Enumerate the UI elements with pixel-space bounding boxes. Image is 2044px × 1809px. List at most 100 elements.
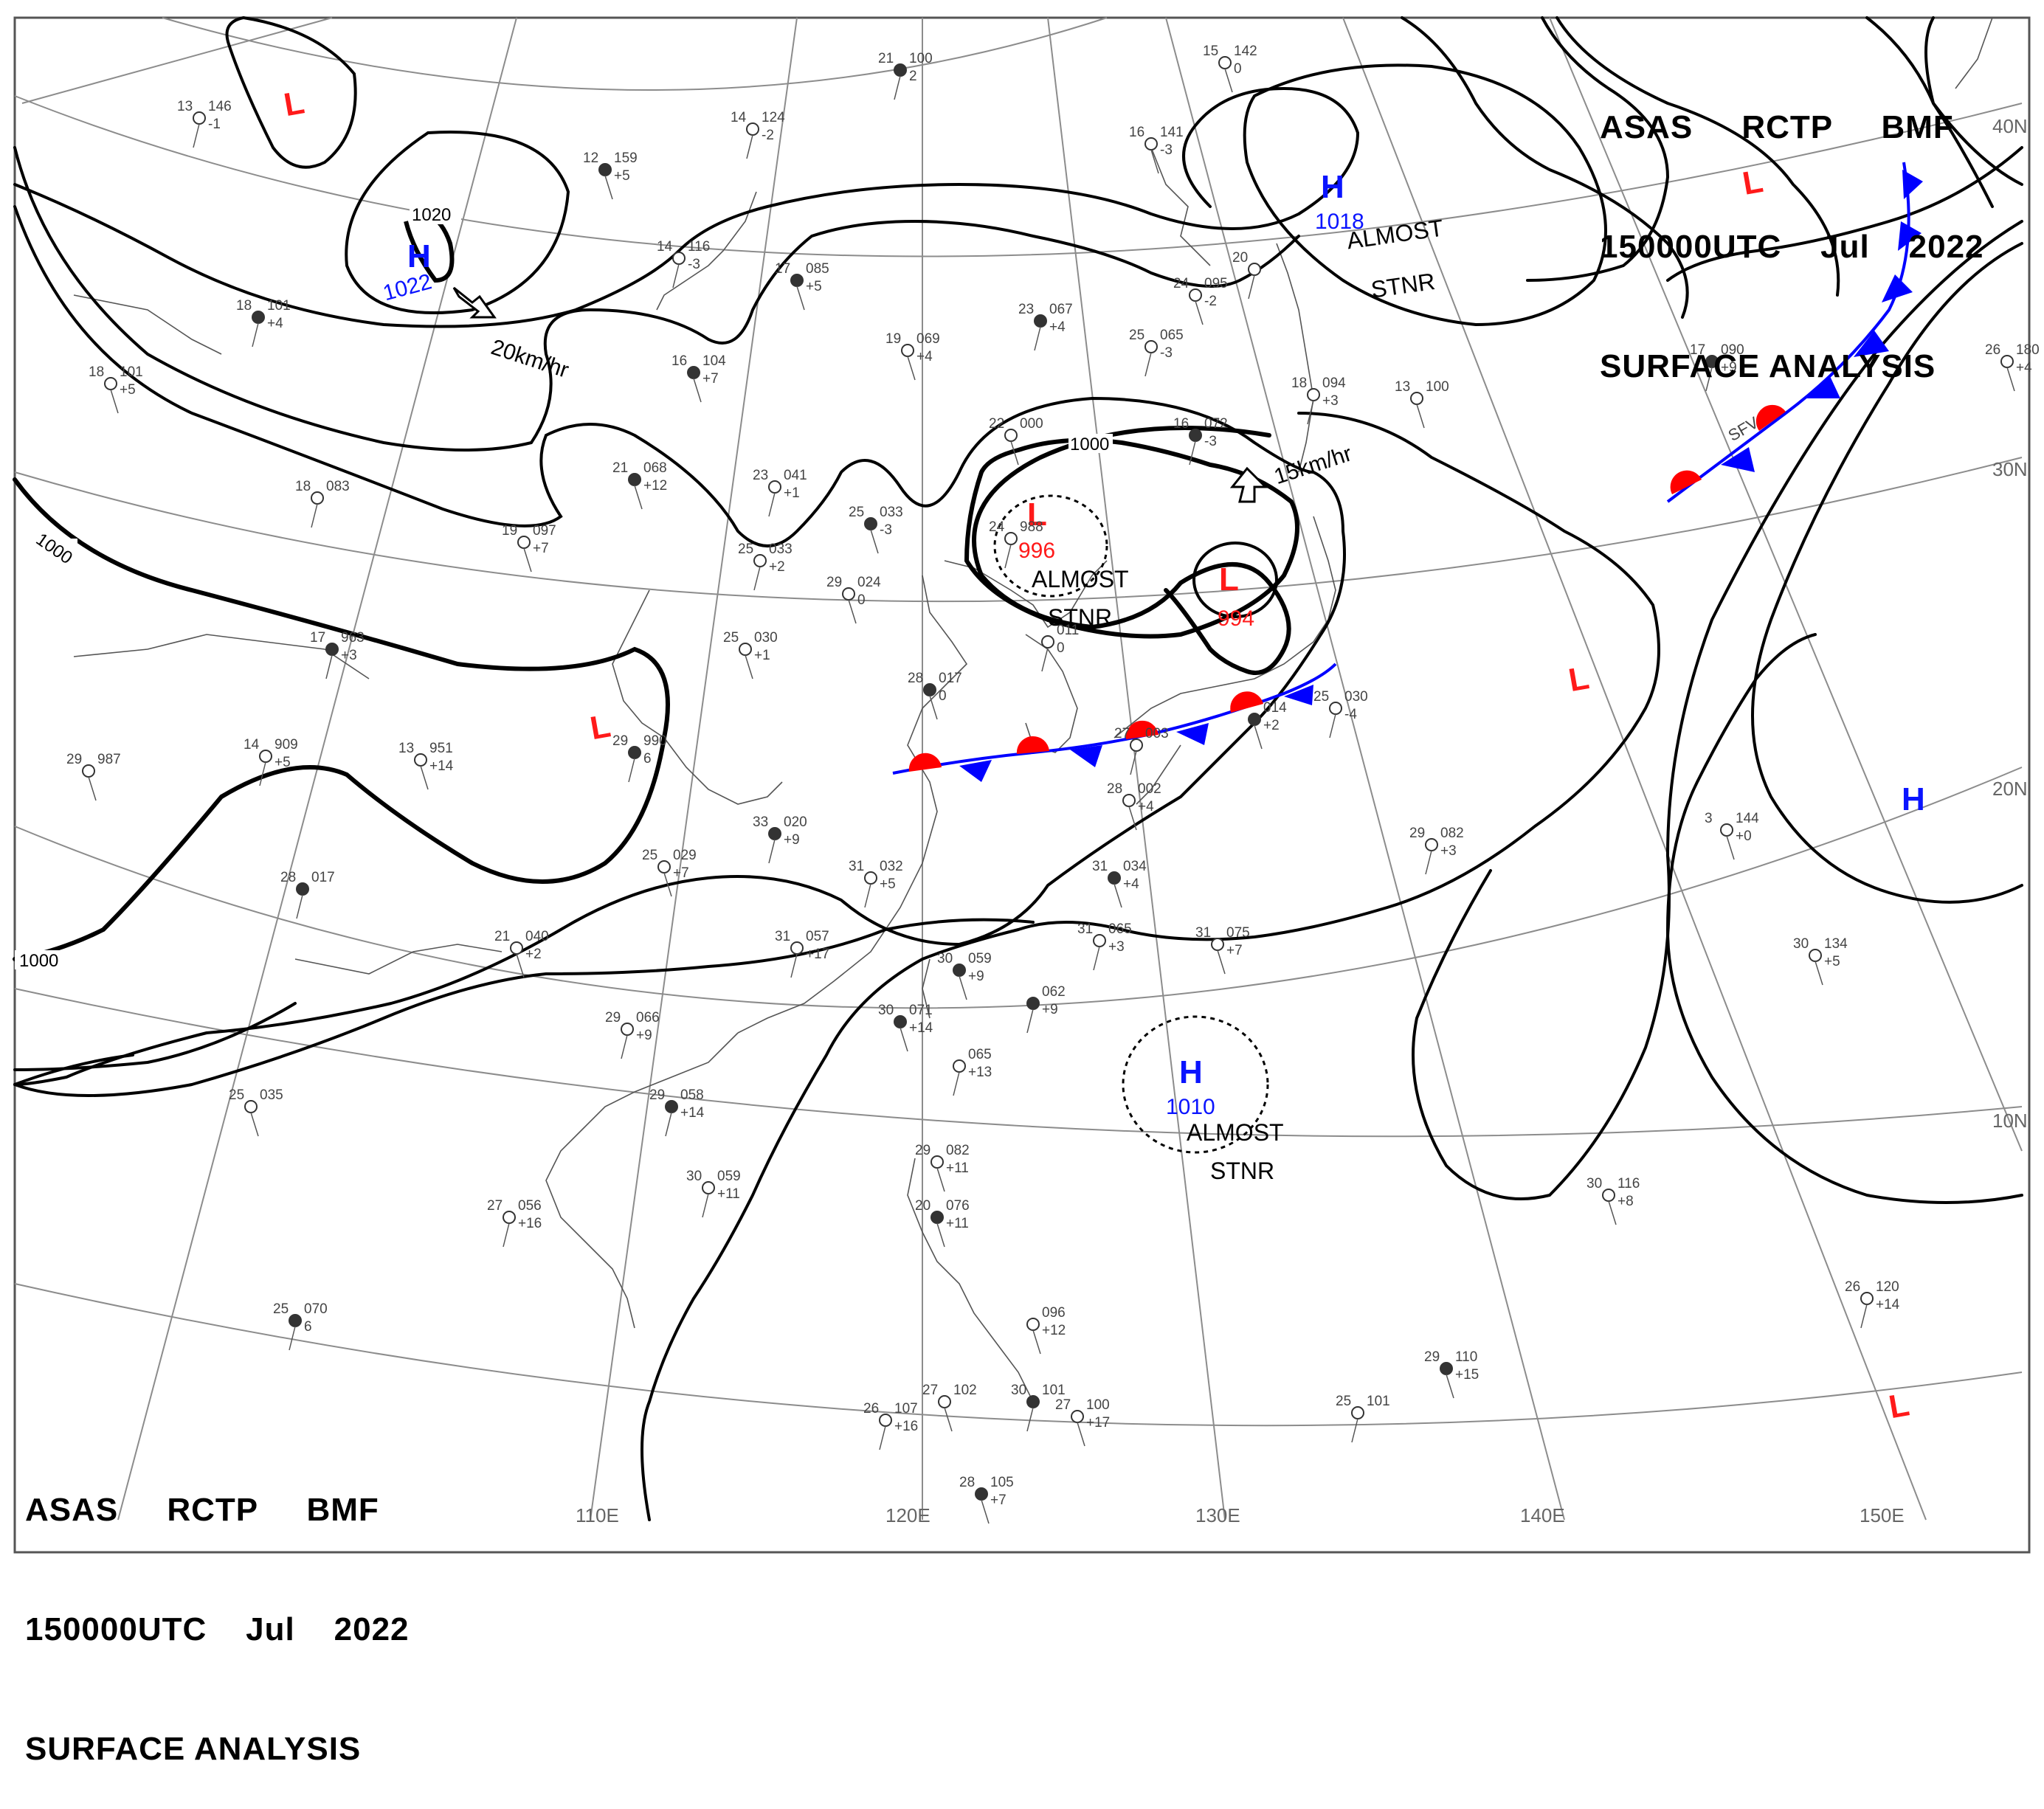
station-plot: 24 988: [989, 519, 1043, 569]
motion-arrow-west: [452, 286, 497, 319]
wind-barb: [870, 529, 879, 554]
wind-barb: [88, 776, 97, 801]
station-pressure: 105: [990, 1475, 1014, 1490]
station-temp: 33: [753, 814, 768, 830]
station-circle: [1602, 1189, 1615, 1202]
station-tendency: 6: [643, 751, 652, 767]
station-circle: [746, 122, 759, 136]
station-circle: [923, 683, 936, 696]
station-temp: 30: [937, 951, 953, 966]
high-1022-letter: H: [407, 238, 431, 274]
header-line-3: SURFACE ANALYSIS: [1600, 348, 1936, 384]
latitude-lines: [14, 17, 2023, 1427]
station-tendency: +9: [1721, 360, 1737, 376]
station-temp: 3: [1705, 811, 1713, 826]
station-tendency: +7: [673, 865, 689, 881]
station-circle: [790, 941, 804, 955]
wind-barb: [2006, 367, 2015, 392]
lon-label-120e: 120E: [885, 1504, 930, 1526]
wind-barb: [953, 1071, 960, 1096]
station-pressure: 002: [1138, 781, 1161, 797]
wind-barb: [693, 378, 702, 403]
wind-barb: [672, 263, 680, 288]
station-circle: [1144, 340, 1158, 353]
wind-barb: [1705, 367, 1713, 392]
station-circle: [1218, 56, 1232, 69]
coastlines: [73, 17, 1993, 1402]
header-line-2: 150000UTC Jul 2022: [1600, 229, 1984, 265]
station-tendency: +9: [968, 969, 984, 984]
station-plot: 28 002 +4: [1107, 781, 1161, 831]
station-plot: 18 083: [295, 479, 350, 528]
station-tendency: 2: [909, 69, 917, 84]
station-plot: 28 017 0: [908, 671, 962, 720]
low-994-value: 994: [1218, 606, 1254, 631]
lat-label-20n: 20N: [1992, 778, 2028, 800]
wind-barb: [1351, 1418, 1358, 1443]
station-tendency: 6: [304, 1319, 312, 1335]
station-pressure: 988: [1020, 519, 1043, 535]
wind-barb: [1254, 724, 1263, 750]
station-temp: 30: [878, 1003, 894, 1018]
station-tendency: +15: [1455, 1367, 1479, 1383]
isobar-label-1000-south: 1000: [19, 951, 58, 971]
station-pressure: 100: [1086, 1397, 1110, 1413]
station-plot: 22 000: [989, 416, 1043, 466]
wind-barb: [1248, 274, 1255, 300]
low-994-letter: L: [1219, 561, 1239, 598]
station-pressure: 059: [968, 951, 992, 966]
station-tendency: -3: [1160, 345, 1173, 361]
station-circle: [598, 163, 612, 176]
station-temp: 28: [1107, 781, 1122, 797]
station-temp: 16: [1173, 416, 1189, 432]
station-circle: [628, 746, 641, 759]
station-tendency: +9: [1042, 1002, 1058, 1017]
isobars: [13, 16, 2023, 1521]
lon-labels: 110E 120E 130E 140E 150E: [576, 1504, 1905, 1526]
station-plot: 014+2: [1248, 700, 1287, 750]
wind-barb: [1446, 1374, 1454, 1399]
station-circle: [768, 827, 781, 840]
low-994: L 994: [1218, 561, 1254, 631]
station-tendency: +5: [806, 279, 822, 294]
stationary-front: [892, 663, 1337, 782]
station-tendency: 0: [1234, 61, 1242, 77]
wind-barb: [790, 953, 798, 978]
station-circle: [975, 1487, 988, 1501]
high-1018-letter: H: [1321, 169, 1344, 205]
station-tendency: +3: [1108, 939, 1125, 955]
header-line-1: ASAS RCTP BMF: [1600, 109, 1954, 145]
station-circle: [687, 366, 700, 379]
wind-barb: [1150, 149, 1159, 174]
station-temp: 31: [775, 929, 790, 944]
station-circle: [1026, 997, 1040, 1010]
station-pressure: 076: [946, 1198, 970, 1214]
station-pressure: 065: [968, 1047, 992, 1062]
station-plot: 3 144 +0: [1705, 811, 1759, 860]
station-temp: 14: [244, 737, 260, 753]
station-plot: 17 085 +5: [775, 261, 829, 311]
station-tendency: +7: [702, 371, 719, 387]
station-plot: 31 065 +3: [1077, 921, 1132, 971]
wind-barb: [1860, 1304, 1868, 1329]
wind-barb: [628, 758, 635, 783]
station-pressure: 141: [1160, 125, 1184, 140]
station-temp: 27: [1114, 726, 1130, 741]
station-circle: [790, 274, 804, 287]
station-pressure: 035: [260, 1087, 283, 1103]
station-pressure: 142: [1234, 44, 1257, 59]
station-pressure: 034: [1123, 859, 1147, 874]
station-plot: 31 032 +5: [849, 859, 903, 908]
station-tendency: +4: [2016, 360, 2032, 376]
station-plot: 25 070 6: [273, 1301, 328, 1351]
station-plot: 30 116 +8: [1586, 1176, 1640, 1225]
lat-label-40n: 40N: [1992, 115, 2028, 137]
station-pressure: 097: [533, 523, 556, 539]
station-circle: [104, 377, 117, 390]
station-plot: 29 066 +9: [605, 1010, 660, 1059]
station-plot: 31 034 +4: [1092, 859, 1147, 908]
station-pressure: 033: [880, 505, 903, 520]
wind-barb: [1004, 544, 1012, 569]
station-pressure: 030: [1344, 689, 1368, 705]
